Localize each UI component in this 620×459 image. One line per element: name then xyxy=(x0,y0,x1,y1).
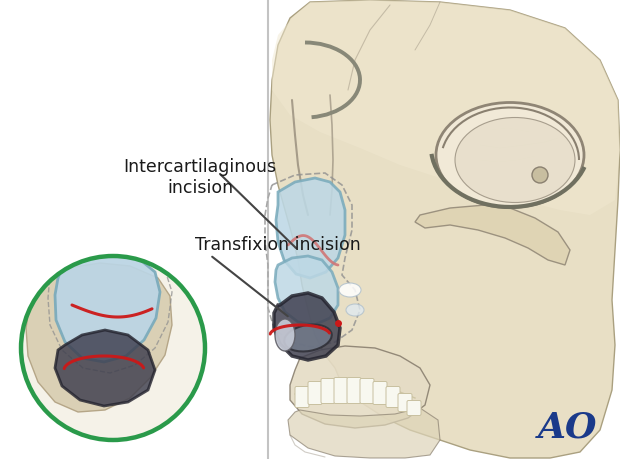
Ellipse shape xyxy=(284,325,332,352)
Circle shape xyxy=(21,256,205,440)
Ellipse shape xyxy=(339,283,361,297)
Ellipse shape xyxy=(346,304,364,316)
FancyBboxPatch shape xyxy=(373,381,387,404)
Circle shape xyxy=(532,167,548,183)
Ellipse shape xyxy=(275,319,295,351)
Polygon shape xyxy=(270,0,620,458)
Polygon shape xyxy=(415,205,570,265)
Polygon shape xyxy=(290,346,430,428)
Ellipse shape xyxy=(455,118,575,202)
Polygon shape xyxy=(55,255,160,362)
FancyBboxPatch shape xyxy=(295,386,309,408)
FancyBboxPatch shape xyxy=(334,377,348,403)
Polygon shape xyxy=(288,408,440,458)
FancyBboxPatch shape xyxy=(321,379,335,403)
FancyBboxPatch shape xyxy=(398,393,412,412)
Polygon shape xyxy=(276,178,345,278)
Ellipse shape xyxy=(436,102,584,207)
FancyBboxPatch shape xyxy=(386,386,400,408)
Text: Transfixion incision: Transfixion incision xyxy=(195,236,361,254)
Polygon shape xyxy=(26,263,172,412)
Polygon shape xyxy=(272,0,620,215)
FancyBboxPatch shape xyxy=(360,379,374,403)
Polygon shape xyxy=(274,293,340,360)
FancyBboxPatch shape xyxy=(308,381,322,404)
FancyBboxPatch shape xyxy=(407,401,421,415)
Text: AO: AO xyxy=(538,411,598,445)
FancyBboxPatch shape xyxy=(347,377,361,403)
Polygon shape xyxy=(275,256,338,325)
Polygon shape xyxy=(55,330,155,406)
Text: Intercartilaginous
incision: Intercartilaginous incision xyxy=(123,158,277,197)
